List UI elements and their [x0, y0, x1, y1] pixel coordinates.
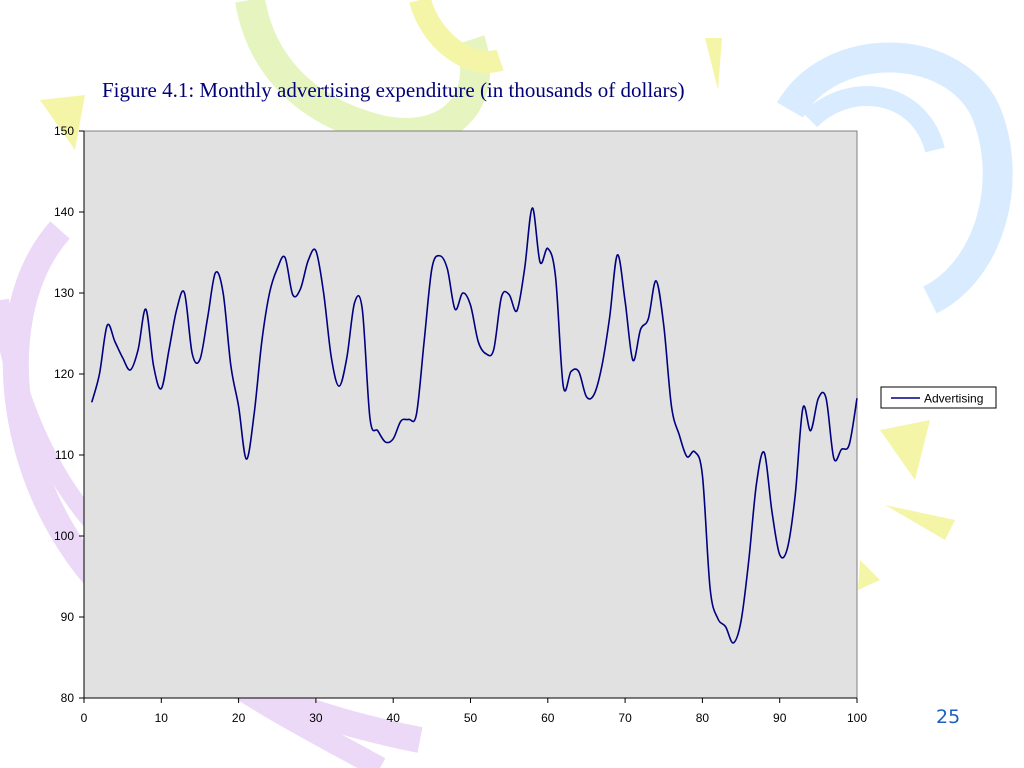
series-line-advertising — [90, 207, 858, 644]
y-tick-label: 80 — [61, 691, 75, 705]
slide-number: 25 — [936, 706, 961, 728]
x-tick-label: 70 — [618, 711, 632, 725]
x-tick-label: 90 — [773, 711, 787, 725]
x-tick-label: 80 — [696, 711, 710, 725]
y-tick-label: 100 — [54, 529, 74, 543]
series-layer — [90, 207, 858, 644]
legend-label-advertising: Advertising — [924, 392, 983, 406]
y-tick-label: 140 — [54, 205, 74, 219]
x-tick-label: 50 — [464, 711, 478, 725]
x-tick-label: 30 — [309, 711, 323, 725]
plot-area — [83, 130, 858, 699]
y-tick-label: 130 — [54, 286, 74, 300]
slide-title: Figure 4.1: Monthly advertising expendit… — [102, 78, 685, 102]
y-tick-label: 120 — [54, 367, 74, 381]
x-tick-label: 40 — [387, 711, 401, 725]
x-tick-label: 0 — [81, 711, 88, 725]
y-tick-label: 90 — [61, 610, 75, 624]
x-tick-label: 20 — [232, 711, 246, 725]
x-tick-label: 10 — [155, 711, 169, 725]
x-tick-label: 100 — [847, 711, 867, 725]
y-tick-label: 150 — [54, 124, 74, 138]
axes: 80 90 100 110 120 130 140 150 0 10 20 30 40 50 60 70 80 9… — [54, 124, 867, 725]
legend-box — [880, 386, 997, 409]
y-tick-label: 110 — [55, 448, 74, 462]
chart-legend: Advertising — [880, 386, 997, 409]
x-tick-label: 60 — [541, 711, 555, 725]
